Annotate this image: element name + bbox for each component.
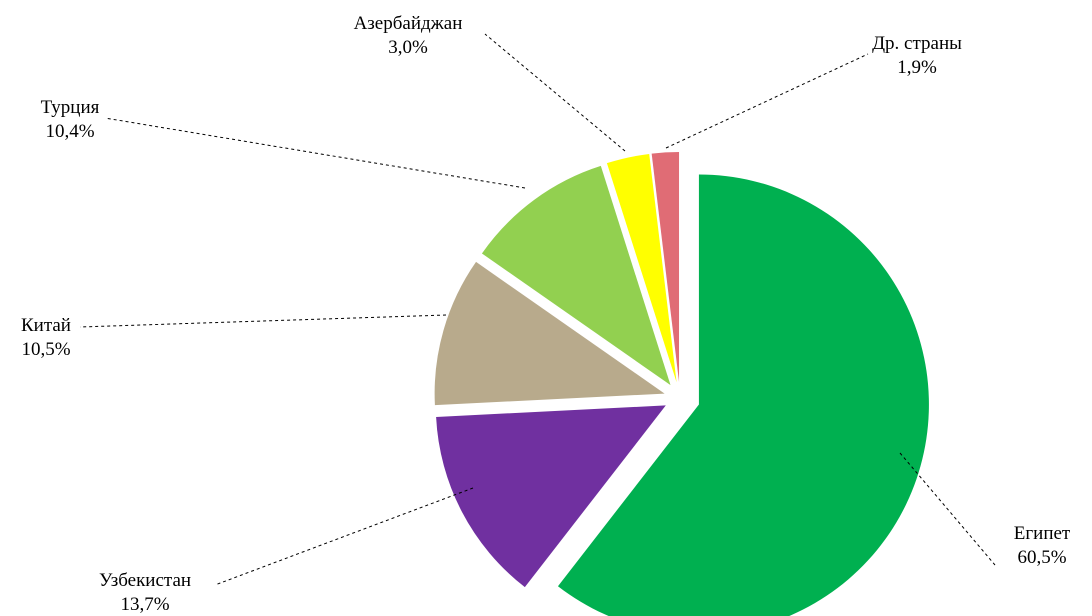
- leader-line-1: [899, 452, 996, 566]
- slice-label-value: 10,4%: [45, 121, 94, 142]
- slice-label-value: 3,0%: [388, 37, 428, 58]
- slice-label-name: Др. страны: [872, 33, 962, 54]
- leader-line-5: [484, 33, 626, 152]
- slice-label-value: 10,5%: [21, 339, 70, 360]
- leader-line-2: [214, 487, 474, 586]
- slice-label-name: Китай: [21, 315, 71, 336]
- leader-line-4: [104, 117, 526, 189]
- data-labels: Египет 60,5% Узбекистан 13,7% Китай 10,5% Турц…: [21, 13, 1071, 615]
- pie-slice-1: [557, 174, 929, 616]
- pie-slice-4: [481, 165, 671, 386]
- leader-line-3: [79, 314, 447, 328]
- pie-slices: [434, 152, 929, 616]
- pie-slice-5: [606, 154, 677, 383]
- leader-line-6: [665, 53, 869, 149]
- pie-slice-3: [434, 261, 665, 406]
- leader-lines: [79, 33, 996, 586]
- slice-label-value: 60,5%: [1017, 547, 1066, 568]
- slice-label-value: 13,7%: [120, 594, 169, 615]
- slice-label-name: Турция: [41, 97, 100, 118]
- slice-label-value: 1,9%: [897, 57, 937, 78]
- slice-label-name: Египет: [1014, 523, 1071, 544]
- pie-slice-2: [436, 405, 666, 588]
- slice-label-name: Азербайджан: [354, 13, 463, 34]
- slice-label-name: Узбекистан: [99, 570, 191, 591]
- pie-slice-6: [651, 152, 680, 383]
